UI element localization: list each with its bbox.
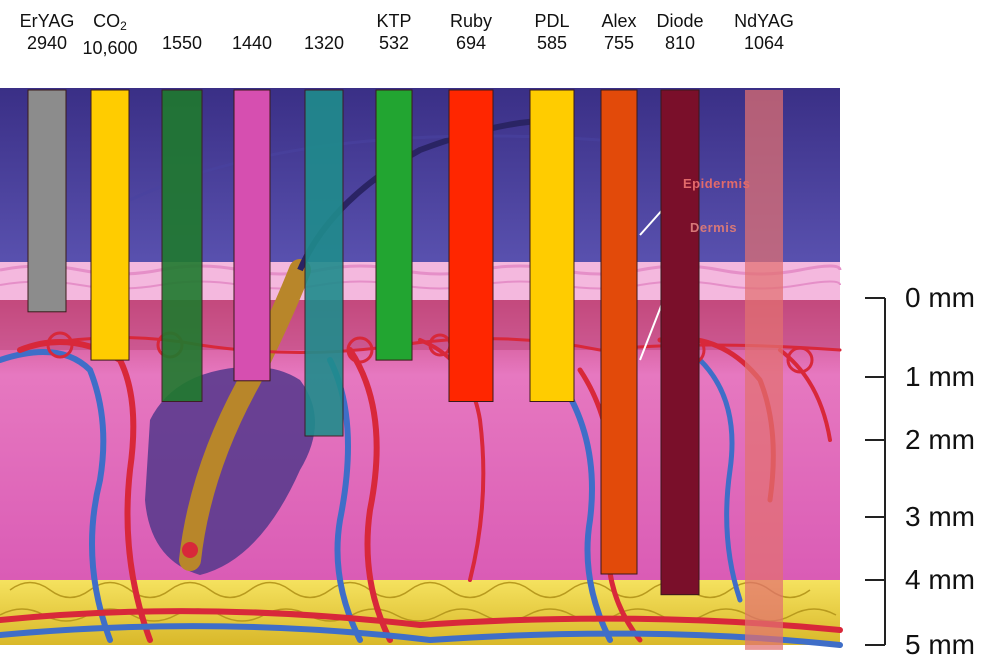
laser-bar-ndyag — [745, 90, 783, 650]
depth-tick-label: 1 mm — [905, 361, 975, 392]
laser-label-0: ErYAG 2940 — [7, 10, 87, 54]
laser-name: ErYAG — [19, 11, 75, 31]
dermis-label: Dermis — [690, 220, 738, 235]
laser-label-5: KTP 532 — [354, 10, 434, 54]
laser-bar-ruby — [448, 89, 494, 402]
depth-tick-label: 4 mm — [905, 564, 975, 595]
laser-name: Ruby — [449, 11, 493, 31]
laser-wavelength: 2940 — [26, 33, 68, 53]
laser-label-8: Alex 755 — [579, 10, 659, 54]
laser-wavelength: 1064 — [743, 33, 785, 53]
laser-wavelength: 1550 — [161, 33, 203, 53]
laser-bar-co — [90, 89, 130, 361]
laser-label-2: 1550 — [142, 32, 222, 54]
sky-background — [0, 88, 840, 268]
hair-follicle — [145, 117, 561, 575]
laser-bar-1440 — [233, 89, 271, 382]
laser-name: Diode — [656, 11, 704, 31]
laser-bar-1320 — [304, 89, 344, 437]
laser-wavelength: 755 — [603, 33, 635, 53]
laser-wavelength: 532 — [378, 33, 410, 53]
laser-wavelength: 585 — [536, 33, 568, 53]
laser-wavelength: 1320 — [303, 33, 345, 53]
laser-label-6: Ruby 694 — [431, 10, 511, 54]
laser-bar-pdl — [529, 89, 575, 402]
laser-name: NdYAG — [734, 11, 794, 31]
epidermis-waves — [0, 264, 842, 276]
laser-label-9: Diode 810 — [640, 10, 720, 54]
laser-name: KTP — [376, 11, 412, 31]
laser-label-7: PDL 585 — [512, 10, 592, 54]
laser-bar-eryag — [27, 89, 67, 313]
laser-bar-diode — [660, 89, 700, 596]
laser-name: CO2 — [93, 11, 127, 33]
laser-name: PDL — [534, 11, 570, 31]
laser-label-10: NdYAG 1064 — [724, 10, 804, 54]
laser-wavelength: 10,600 — [82, 38, 138, 58]
laser-bar-1550 — [161, 89, 203, 402]
laser-label-4: 1320 — [284, 32, 364, 54]
laser-wavelength: 1440 — [231, 33, 273, 53]
depth-tick-label: 2 mm — [905, 424, 975, 455]
laser-label-3: 1440 — [212, 32, 292, 54]
laser-wavelength: 810 — [664, 33, 696, 53]
epidermis-label: Epidermis — [683, 176, 751, 191]
laser-label-1: CO2 10,600 — [70, 10, 150, 59]
depth-scale — [865, 297, 886, 646]
laser-wavelength: 694 — [455, 33, 487, 53]
depth-tick-label: 3 mm — [905, 501, 975, 532]
depth-tick-label: 5 mm — [905, 629, 975, 660]
laser-name: Alex — [601, 11, 637, 31]
laser-bar-ktp — [375, 89, 413, 361]
depth-tick-label: 0 mm — [905, 282, 975, 313]
laser-bar-alex — [600, 89, 638, 575]
